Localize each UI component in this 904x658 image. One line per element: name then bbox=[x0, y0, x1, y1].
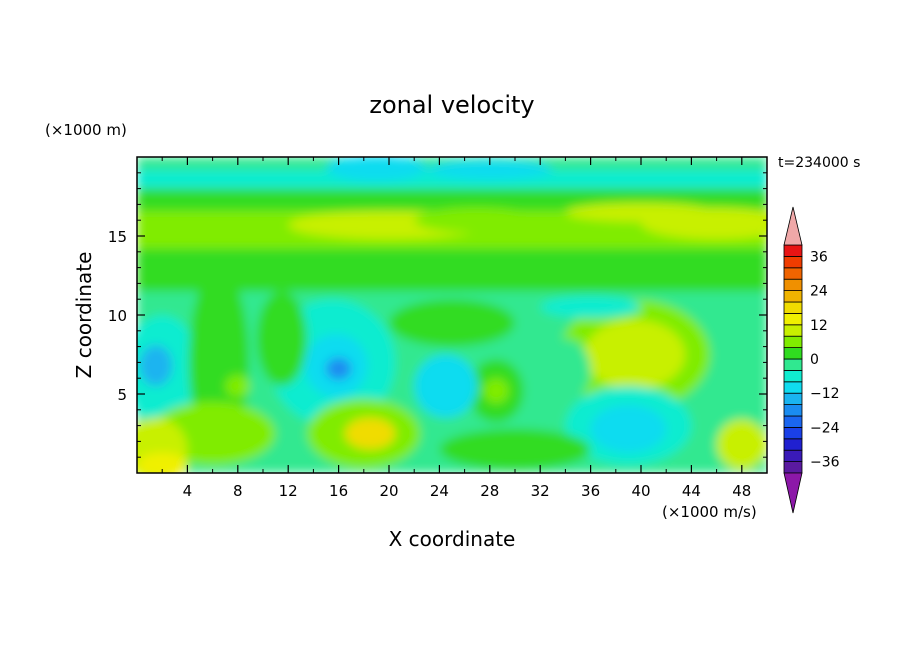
colorbar-swatch bbox=[783, 381, 803, 394]
field-blob bbox=[344, 417, 396, 450]
colorbar: 36 24 12 0 −12 −24 −36 bbox=[783, 206, 840, 514]
field-blob bbox=[439, 428, 591, 470]
y-axis-label: Z coordinate bbox=[72, 252, 96, 379]
field-band bbox=[137, 248, 767, 268]
field-blob bbox=[716, 419, 767, 470]
y-tick-label: 10 bbox=[108, 307, 127, 325]
x-tick-label: 16 bbox=[329, 482, 348, 500]
x-tick-label: 28 bbox=[480, 482, 499, 500]
colorbar-over-triangle bbox=[783, 206, 803, 246]
x-tick-label: 12 bbox=[279, 482, 298, 500]
colorbar-under-triangle bbox=[783, 472, 803, 514]
y-axis-unit: (×1000 m) bbox=[45, 121, 127, 139]
x-tick-label: 36 bbox=[581, 482, 600, 500]
chart-title: zonal velocity bbox=[369, 91, 534, 119]
colorbar-label: 12 bbox=[810, 318, 828, 334]
colorbar-swatch bbox=[783, 324, 803, 337]
colorbar-label: 0 bbox=[810, 352, 819, 368]
colorbar-swatch bbox=[783, 369, 803, 383]
field-blob bbox=[389, 299, 515, 347]
y-tick-label: 15 bbox=[108, 228, 127, 246]
field-blob bbox=[326, 157, 427, 181]
x-tick-label: 24 bbox=[430, 482, 449, 500]
field-band bbox=[137, 267, 767, 292]
field-blob bbox=[137, 452, 188, 473]
colorbar-swatch bbox=[783, 255, 803, 269]
field-blob bbox=[426, 160, 553, 180]
field-blob bbox=[565, 202, 717, 222]
x-axis-unit: (×1000 m/s) bbox=[662, 503, 757, 521]
colorbar-swatch bbox=[783, 290, 803, 303]
y-tick-label: 5 bbox=[117, 386, 127, 404]
field-blob bbox=[584, 319, 686, 390]
colorbar-swatch bbox=[783, 426, 803, 440]
colorbar-swatch bbox=[783, 449, 803, 463]
field-blob bbox=[414, 354, 478, 418]
colorbar-swatch bbox=[783, 267, 803, 280]
colorbar-label: −12 bbox=[810, 386, 840, 402]
x-tick-label: 8 bbox=[233, 482, 243, 500]
x-tick-label: 20 bbox=[379, 482, 398, 500]
x-tick-label: 32 bbox=[531, 482, 550, 500]
field-band bbox=[137, 169, 767, 189]
contour-field bbox=[137, 157, 767, 473]
field-blob bbox=[540, 338, 591, 402]
x-tick-label: 4 bbox=[183, 482, 193, 500]
colorbar-swatch bbox=[783, 301, 803, 314]
field-blob bbox=[483, 378, 509, 404]
x-tick-label: 48 bbox=[732, 482, 751, 500]
colorbar-swatch bbox=[783, 244, 803, 257]
colorbar-label: 24 bbox=[810, 284, 828, 300]
time-label: t=234000 s bbox=[778, 155, 860, 171]
field-blob bbox=[139, 345, 173, 387]
colorbar-label: 36 bbox=[810, 249, 828, 265]
colorbar-swatch bbox=[783, 335, 803, 349]
colorbar-swatch bbox=[783, 278, 803, 292]
colorbar-swatch bbox=[783, 392, 803, 406]
x-tick-label: 40 bbox=[631, 482, 650, 500]
colorbar-swatch bbox=[783, 438, 803, 451]
colorbar-label: −36 bbox=[810, 455, 840, 471]
colorbar-swatch bbox=[783, 404, 803, 417]
field-blob bbox=[414, 207, 541, 233]
colorbar-swatch bbox=[783, 461, 803, 474]
x-axis-label: X coordinate bbox=[389, 527, 516, 551]
field-blob bbox=[326, 357, 352, 380]
colorbar-swatch bbox=[783, 312, 803, 326]
colorbar-swatch bbox=[783, 347, 803, 360]
field-blob bbox=[540, 296, 641, 319]
field-blob bbox=[256, 291, 308, 387]
colorbar-swatch bbox=[783, 358, 803, 371]
field-blob bbox=[225, 375, 251, 398]
x-tick-label: 44 bbox=[682, 482, 701, 500]
colorbar-swatch bbox=[783, 415, 803, 428]
field-blob bbox=[590, 405, 667, 453]
field-blobs bbox=[137, 157, 767, 473]
colorbar-label: −24 bbox=[810, 420, 840, 436]
